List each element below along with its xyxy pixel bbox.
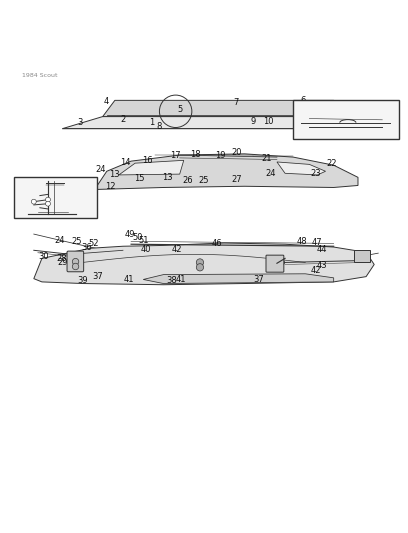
Circle shape bbox=[46, 197, 51, 202]
Text: 29: 29 bbox=[30, 200, 40, 209]
Text: 52: 52 bbox=[88, 239, 99, 248]
Text: 24: 24 bbox=[95, 165, 106, 174]
Text: 30: 30 bbox=[39, 252, 49, 261]
Text: 32: 32 bbox=[41, 198, 51, 207]
Circle shape bbox=[196, 259, 204, 266]
Text: 45: 45 bbox=[276, 259, 286, 268]
Text: 15: 15 bbox=[134, 174, 144, 183]
Text: 37: 37 bbox=[93, 272, 103, 281]
Text: 37: 37 bbox=[55, 206, 65, 215]
Polygon shape bbox=[277, 162, 326, 175]
Polygon shape bbox=[354, 251, 370, 262]
Polygon shape bbox=[326, 100, 342, 120]
Text: 36: 36 bbox=[81, 243, 92, 252]
Text: 33: 33 bbox=[53, 194, 62, 203]
FancyBboxPatch shape bbox=[293, 100, 399, 139]
Text: 41: 41 bbox=[175, 276, 186, 285]
Text: 14: 14 bbox=[120, 158, 130, 167]
Text: 19: 19 bbox=[215, 151, 226, 160]
Polygon shape bbox=[143, 274, 334, 284]
Text: 35: 35 bbox=[29, 184, 38, 193]
Polygon shape bbox=[62, 117, 326, 129]
Polygon shape bbox=[34, 243, 374, 285]
Text: 7: 7 bbox=[234, 98, 239, 107]
Circle shape bbox=[72, 259, 79, 265]
Text: 25: 25 bbox=[199, 176, 209, 185]
Polygon shape bbox=[119, 160, 184, 175]
Text: 29: 29 bbox=[58, 257, 68, 266]
Text: 3: 3 bbox=[78, 118, 83, 127]
Text: 8: 8 bbox=[157, 122, 162, 131]
Text: 24: 24 bbox=[54, 236, 64, 245]
Text: 44: 44 bbox=[316, 245, 327, 254]
Text: 30: 30 bbox=[22, 203, 32, 212]
Text: 17: 17 bbox=[170, 151, 181, 160]
FancyBboxPatch shape bbox=[67, 251, 84, 272]
Text: 12: 12 bbox=[106, 182, 116, 191]
Text: 31: 31 bbox=[37, 201, 47, 210]
Text: 1: 1 bbox=[149, 118, 154, 127]
Text: 27: 27 bbox=[231, 175, 242, 184]
Text: 28: 28 bbox=[26, 198, 36, 207]
Text: 1984 Scout: 1984 Scout bbox=[22, 73, 57, 78]
Text: 46: 46 bbox=[212, 239, 222, 248]
Text: 51: 51 bbox=[139, 236, 149, 245]
Text: 39: 39 bbox=[77, 276, 88, 285]
Text: 21: 21 bbox=[262, 154, 272, 163]
Circle shape bbox=[196, 264, 204, 271]
Text: 47: 47 bbox=[311, 238, 322, 247]
Circle shape bbox=[31, 199, 36, 204]
Text: 11: 11 bbox=[334, 100, 346, 109]
Text: 20: 20 bbox=[231, 148, 242, 157]
Text: 28: 28 bbox=[56, 254, 67, 263]
Text: 37: 37 bbox=[253, 276, 264, 285]
Text: 41: 41 bbox=[124, 275, 134, 284]
Text: 50: 50 bbox=[132, 233, 143, 242]
Text: 38: 38 bbox=[166, 276, 177, 285]
Text: 26: 26 bbox=[182, 176, 193, 185]
Text: 18: 18 bbox=[191, 150, 201, 159]
Text: 36: 36 bbox=[23, 196, 33, 205]
Text: 48: 48 bbox=[297, 237, 307, 246]
Text: 9: 9 bbox=[250, 117, 255, 126]
Text: 42: 42 bbox=[310, 266, 321, 275]
Text: 4: 4 bbox=[104, 96, 109, 106]
Text: 5: 5 bbox=[177, 105, 182, 114]
FancyBboxPatch shape bbox=[13, 177, 97, 218]
Text: 23: 23 bbox=[310, 169, 321, 178]
Text: 13: 13 bbox=[162, 173, 173, 182]
Circle shape bbox=[72, 263, 79, 270]
Polygon shape bbox=[95, 154, 358, 190]
Text: 49: 49 bbox=[124, 230, 135, 239]
Text: 13: 13 bbox=[109, 169, 120, 179]
Text: 34: 34 bbox=[32, 181, 42, 190]
Text: 25: 25 bbox=[71, 237, 82, 246]
Text: 2: 2 bbox=[120, 115, 126, 124]
FancyBboxPatch shape bbox=[266, 255, 284, 272]
Text: 42: 42 bbox=[171, 245, 182, 254]
Text: 6: 6 bbox=[301, 96, 306, 105]
Circle shape bbox=[46, 201, 51, 206]
Text: 43: 43 bbox=[316, 261, 327, 270]
Text: 24: 24 bbox=[266, 169, 276, 178]
Text: 22: 22 bbox=[326, 159, 337, 168]
Polygon shape bbox=[103, 100, 334, 117]
Text: 10: 10 bbox=[264, 117, 274, 126]
Text: 40: 40 bbox=[140, 245, 151, 254]
Text: 16: 16 bbox=[142, 156, 153, 165]
Text: 24: 24 bbox=[55, 179, 65, 188]
